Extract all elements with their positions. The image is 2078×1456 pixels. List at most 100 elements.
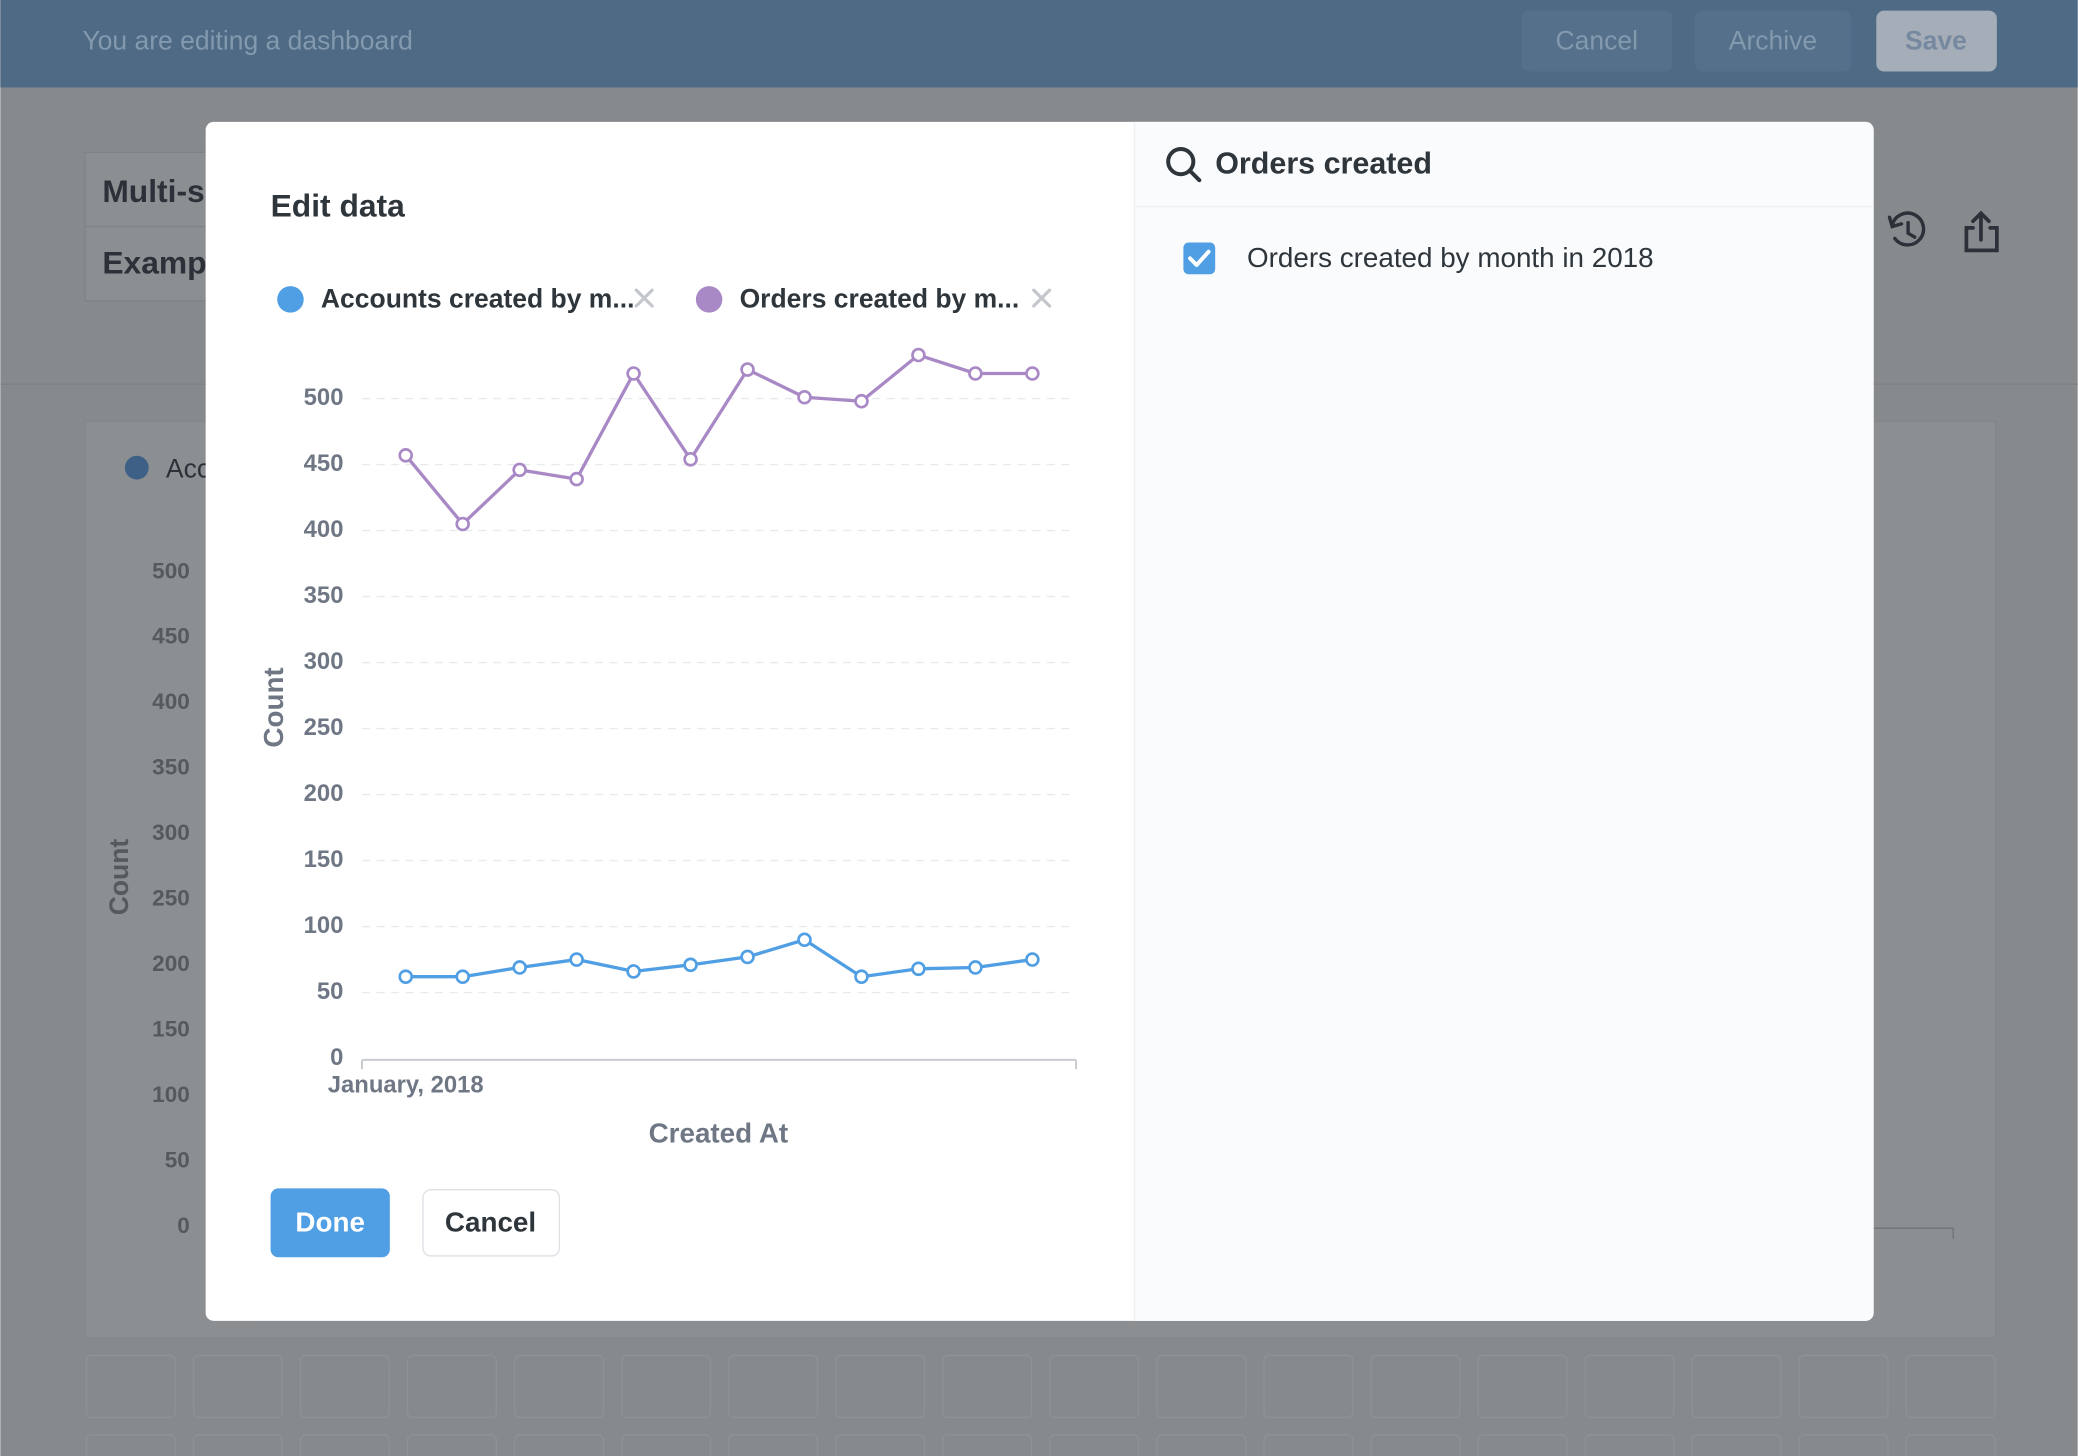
data-point: [1025, 366, 1040, 381]
y-tick-label: 200: [304, 780, 344, 807]
placeholder-box: [1049, 1354, 1140, 1419]
placeholder-box: [192, 1354, 283, 1419]
done-label: Done: [295, 1206, 365, 1237]
bg-y-tick-label: 100: [152, 1082, 190, 1107]
y-tick-label: 250: [304, 714, 344, 741]
legend-label: Accounts created by m...: [321, 284, 634, 314]
data-point: [683, 452, 698, 467]
bg-y-label: Count: [104, 839, 134, 916]
share-icon[interactable]: [1964, 210, 1999, 253]
modal-title: Edit data: [271, 187, 406, 223]
header-save[interactable]: [1876, 10, 1997, 72]
cancel-button[interactable]: [422, 1189, 561, 1257]
data-point: [398, 448, 414, 463]
data-point: [398, 969, 414, 984]
bg-y-tick-label: 200: [152, 951, 190, 976]
bg-y-tick-label: 450: [152, 624, 190, 649]
remove-stroke: [634, 288, 654, 308]
y-tick-label: 0: [330, 1044, 343, 1071]
legend-remove[interactable]: [634, 288, 654, 308]
history-icon[interactable]: [1887, 211, 1926, 247]
x-axis-label: Created At: [649, 1118, 789, 1149]
question-item[interactable]: Orders created by month in 2018: [1247, 242, 1654, 273]
placeholder-box: [1049, 1434, 1140, 1456]
placeholder-box: [942, 1354, 1033, 1419]
placeholder-box: [1370, 1434, 1461, 1456]
placeholder-box: [621, 1354, 712, 1419]
bg-legend: Acc: [166, 453, 210, 483]
placeholder-box: [728, 1354, 819, 1419]
data-point: [911, 961, 926, 977]
placeholder-box: [1477, 1434, 1568, 1456]
placeholder-box: [299, 1354, 390, 1419]
placeholder-box: [299, 1434, 390, 1456]
placeholder-box: [942, 1434, 1033, 1456]
y-axis-label: Count: [258, 667, 289, 747]
data-point: [968, 960, 983, 975]
bg-y-tick-label: 300: [152, 820, 190, 845]
sidebar: [1134, 121, 1874, 1321]
data-point: [797, 932, 812, 948]
placeholder-box: [192, 1434, 283, 1456]
data-point: [740, 949, 755, 965]
data-point: [968, 366, 983, 381]
placeholder-box: [513, 1434, 605, 1456]
y-tick-label: 150: [304, 846, 344, 873]
placeholder-box: [835, 1434, 926, 1456]
data-point: [512, 960, 527, 975]
data-point: [1025, 952, 1040, 967]
data-point: [683, 957, 698, 973]
placeholder-box: [1798, 1354, 1889, 1419]
x-tick-label: January, 2018: [328, 1072, 484, 1099]
y-tick-label: 450: [304, 450, 344, 477]
placeholder-box: [1584, 1434, 1675, 1456]
y-tick-label: 350: [304, 582, 344, 609]
bg-y-tick-label: 0: [177, 1213, 190, 1238]
placeholder-box: [85, 1434, 176, 1456]
legend-dot: [695, 286, 723, 313]
placeholder-box: [728, 1434, 819, 1456]
done-button[interactable]: [270, 1188, 390, 1258]
placeholder-box: [1156, 1434, 1247, 1456]
header-cancel[interactable]: [1521, 10, 1673, 72]
placeholder-box: [1156, 1354, 1247, 1419]
data-point: [455, 516, 470, 532]
bg-grid-placeholders: [85, 1354, 1996, 1456]
data-point: [740, 362, 755, 377]
placeholder-box: [1691, 1434, 1782, 1456]
legend-dot: [277, 286, 304, 313]
placeholder-box: [406, 1434, 498, 1456]
bg-y-tick-label: 350: [152, 755, 190, 780]
series-line: [405, 938, 1033, 979]
remove-stroke: [1032, 288, 1052, 308]
placeholder-box: [1477, 1354, 1568, 1419]
data-point: [854, 969, 869, 984]
legend-remove[interactable]: [1032, 288, 1052, 308]
card-subtitle: Exampl: [102, 244, 215, 280]
y-tick-label: 400: [304, 516, 344, 543]
bg-y-tick-label: 50: [165, 1147, 190, 1172]
bg-legend-dot: [124, 455, 149, 480]
placeholder-box: [406, 1354, 498, 1419]
header-archive[interactable]: [1694, 10, 1852, 72]
placeholder-box: [85, 1354, 176, 1419]
bg-y-tick-label: 500: [152, 558, 190, 583]
search-input[interactable]: Orders created: [1215, 147, 1432, 181]
y-tick-label: 300: [304, 648, 344, 675]
plot: 0 50 100 150 200 250 300 350 400 450 500 January, 2…: [304, 347, 1078, 1099]
data-point: [569, 471, 584, 487]
y-tick-label: 50: [317, 978, 344, 1005]
placeholder-box: [1691, 1354, 1782, 1419]
legend-label: Orders created by m...: [740, 284, 1020, 314]
placeholder-box: [513, 1354, 605, 1419]
header-cancel-label: Cancel: [1556, 25, 1638, 55]
data-point: [512, 462, 527, 478]
data-point: [455, 969, 470, 984]
series-line: [404, 353, 1033, 526]
placeholder-box: [1370, 1354, 1461, 1419]
placeholder-box: [1905, 1434, 1996, 1456]
bg-y-tick-label: 400: [152, 689, 190, 714]
header-archive-label: Archive: [1729, 25, 1817, 55]
data-point: [797, 389, 812, 405]
